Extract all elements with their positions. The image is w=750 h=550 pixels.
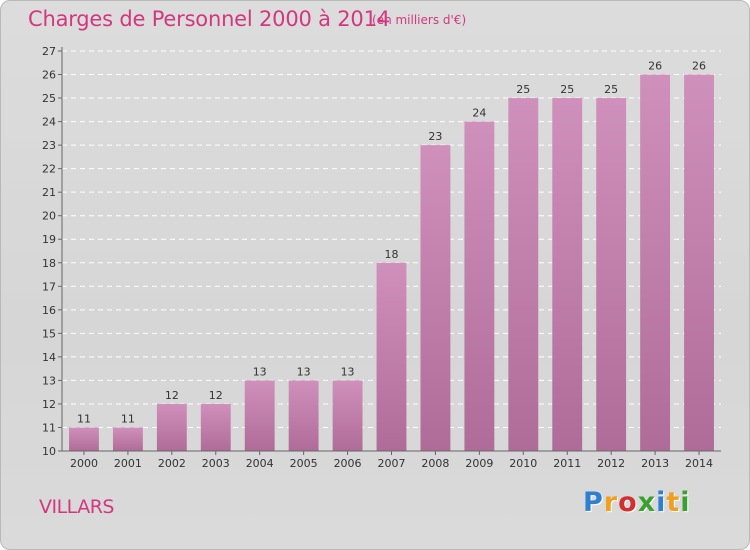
x-tick-label: 2000 (70, 457, 98, 470)
x-tick-label: 2007 (378, 457, 406, 470)
y-tick-label: 11 (42, 421, 56, 434)
logo-letter: i (680, 487, 691, 518)
logo-letter: i (656, 487, 667, 518)
data-label: 12 (209, 389, 223, 402)
bar (200, 403, 231, 451)
data-label: 18 (385, 248, 399, 261)
chart-subtitle: (en milliers d'€) (372, 13, 467, 27)
x-tick-label: 2012 (597, 457, 625, 470)
x-tick-label: 2004 (246, 457, 274, 470)
bar (464, 121, 495, 452)
y-tick-label: 18 (42, 257, 56, 270)
data-label: 25 (560, 83, 574, 96)
y-tick-label: 23 (42, 139, 56, 152)
bar (112, 427, 143, 451)
y-tick-label: 26 (42, 69, 56, 82)
data-label: 11 (121, 412, 135, 425)
chart-title: Charges de Personnel 2000 à 2014 (28, 7, 390, 31)
x-tick-label: 2010 (509, 457, 537, 470)
data-label: 25 (604, 83, 618, 96)
data-label: 26 (648, 60, 662, 73)
x-tick-label: 2013 (641, 457, 669, 470)
bar (684, 74, 714, 451)
data-label: 24 (472, 107, 486, 120)
x-tick-label: 2003 (202, 457, 230, 470)
logo-letter: x (637, 487, 657, 518)
bar (288, 380, 319, 451)
logo-letter: P (583, 487, 604, 518)
y-tick-label: 17 (42, 280, 56, 293)
logo-letter: r (603, 487, 619, 518)
bar (420, 145, 451, 451)
data-label: 25 (516, 83, 530, 96)
bar (332, 380, 363, 451)
y-tick-label: 12 (42, 398, 56, 411)
data-label: 13 (253, 365, 267, 378)
y-tick-label: 20 (42, 210, 56, 223)
y-tick-label: 24 (42, 116, 56, 129)
data-label: 13 (341, 365, 355, 378)
bar (640, 74, 671, 451)
y-tick-label: 13 (42, 374, 56, 387)
data-label: 11 (77, 412, 91, 425)
x-tick-label: 2006 (334, 457, 362, 470)
bar (156, 403, 187, 451)
place-name: VILLARS (39, 496, 114, 518)
proxiti-logo: Proxiti (583, 487, 691, 518)
data-labels: 11 11 12 12 13 13 13 18 23 24 25 25 25 26 26 (77, 60, 706, 426)
y-tick-label: 21 (42, 186, 56, 199)
y-tick-label: 10 (42, 445, 56, 458)
data-label: 13 (297, 365, 311, 378)
x-tick-label: 2011 (553, 457, 581, 470)
x-tick-label: 2014 (685, 457, 713, 470)
bar (552, 98, 583, 451)
axes: 10 11 12 13 14 15 16 17 18 19 20 21 22 23 24 25 26 27 2000… (42, 45, 721, 470)
bar (244, 380, 275, 451)
y-tick-label: 15 (42, 327, 56, 340)
x-tick-label: 2005 (290, 457, 318, 470)
bar (596, 98, 627, 451)
x-tick-label: 2008 (421, 457, 449, 470)
y-tick-label: 16 (42, 304, 56, 317)
y-tick-label: 27 (42, 45, 56, 58)
y-tick-label: 19 (42, 233, 56, 246)
x-tick-label: 2001 (114, 457, 142, 470)
bar (69, 427, 99, 451)
data-label: 26 (692, 60, 706, 73)
bar (508, 98, 539, 451)
data-label: 23 (428, 130, 442, 143)
logo-letter: o (618, 487, 638, 518)
y-tick-label: 22 (42, 163, 56, 176)
x-tick-label: 2002 (158, 457, 186, 470)
logo-letter: t (666, 487, 681, 518)
y-tick-label: 25 (42, 92, 56, 105)
bar (376, 262, 407, 451)
data-label: 12 (165, 389, 179, 402)
y-tick-label: 14 (42, 351, 56, 364)
bars (69, 74, 714, 452)
x-tick-label: 2009 (465, 457, 493, 470)
